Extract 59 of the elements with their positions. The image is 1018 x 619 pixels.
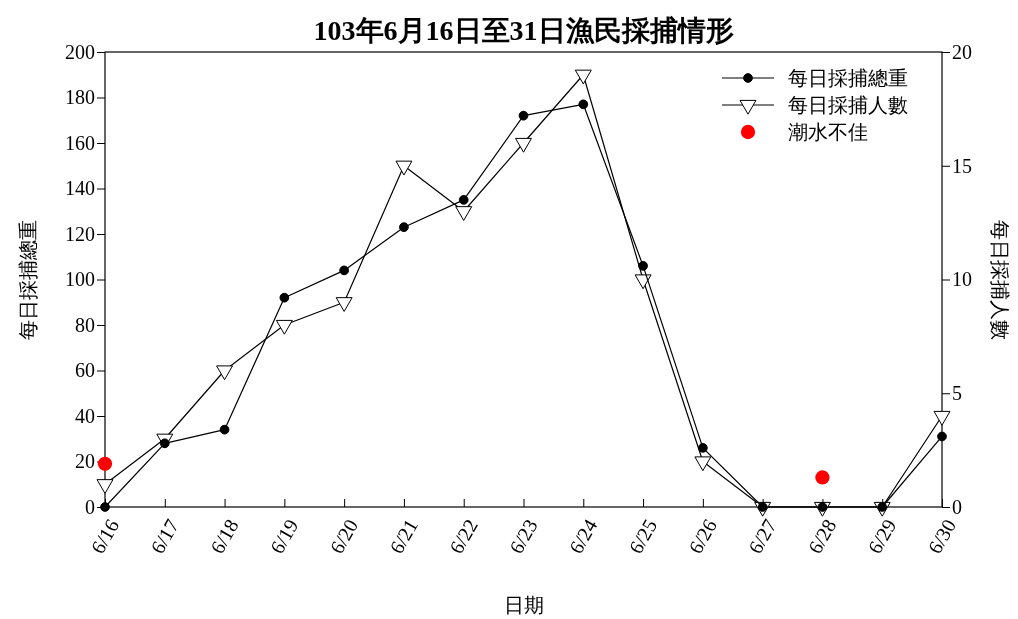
point xyxy=(335,297,353,312)
y-tick-label: 180 xyxy=(65,86,95,109)
point xyxy=(399,222,409,233)
legend-label: 每日採捕人數 xyxy=(788,94,908,116)
point xyxy=(697,442,708,453)
point xyxy=(638,260,648,271)
y-tick-label: 120 xyxy=(65,222,95,245)
x-tick-label: 6/20 xyxy=(325,515,363,558)
x-tick-label: 6/23 xyxy=(504,515,542,558)
y-tick-label: 80 xyxy=(75,313,95,336)
point xyxy=(578,99,589,110)
y2-tick-label: 20 xyxy=(952,40,972,63)
x-tick-label: 6/24 xyxy=(564,515,602,558)
point xyxy=(97,456,113,471)
point xyxy=(279,292,290,303)
x-tick-label: 6/30 xyxy=(923,515,961,558)
y-tick-label: 0 xyxy=(85,495,95,518)
point xyxy=(937,431,947,442)
x-axis-title: 日期 xyxy=(503,594,544,616)
point xyxy=(219,424,230,435)
x-tick-label: 6/16 xyxy=(86,515,124,558)
y2-tick-label: 15 xyxy=(952,154,972,177)
point xyxy=(275,319,293,335)
point xyxy=(574,69,592,85)
legend-label: 潮水不佳 xyxy=(788,121,868,143)
legend-label: 每日採捕總重 xyxy=(788,67,908,89)
point xyxy=(634,274,652,290)
y2-axis-title: 每日採捕人數 xyxy=(989,219,1011,340)
y-tick-label: 160 xyxy=(65,131,95,154)
point xyxy=(339,265,350,276)
point xyxy=(933,410,951,426)
chart-title: 103年6月16日至31日漁民採捕情形 xyxy=(313,15,734,46)
y-tick-label: 140 xyxy=(65,177,95,200)
x-tick-label: 6/21 xyxy=(385,515,423,558)
x-tick-label: 6/28 xyxy=(803,515,841,558)
x-tick-label: 6/25 xyxy=(624,515,662,558)
x-tick-label: 6/18 xyxy=(205,515,243,558)
point xyxy=(518,110,529,121)
y-tick-label: 100 xyxy=(65,268,95,291)
point xyxy=(96,479,114,494)
x-tick-label: 6/26 xyxy=(684,515,722,558)
point xyxy=(216,365,234,381)
y-tick-label: 200 xyxy=(65,40,95,63)
x-tick-label: 6/29 xyxy=(863,515,901,558)
point xyxy=(395,160,413,176)
y-tick-label: 40 xyxy=(75,404,95,427)
x-tick-label: 6/22 xyxy=(445,515,482,558)
y2-tick-label: 10 xyxy=(952,268,972,291)
y-tick-label: 20 xyxy=(75,450,95,473)
y2-tick-label: 5 xyxy=(952,382,962,405)
point xyxy=(694,456,712,472)
point xyxy=(100,502,110,512)
point xyxy=(458,195,469,205)
x-tick-label: 6/19 xyxy=(265,515,303,558)
y-tick-label: 60 xyxy=(75,359,95,382)
point xyxy=(455,206,473,221)
y-axis-title: 每日採捕總重 xyxy=(17,219,39,340)
y2-tick-label: 0 xyxy=(952,495,962,518)
point xyxy=(515,137,532,153)
